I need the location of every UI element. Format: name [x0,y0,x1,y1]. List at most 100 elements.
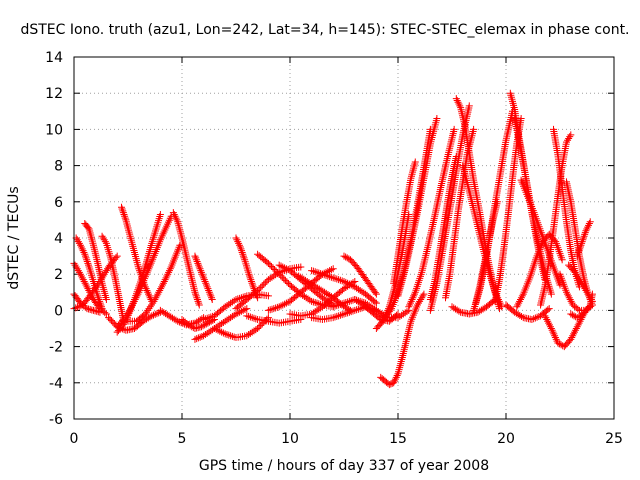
data-point [119,207,127,215]
data-point [572,325,580,332]
data-point [81,279,89,287]
data-point [257,321,265,329]
data-point [74,267,82,275]
data-point [98,232,106,240]
data-point [331,302,339,310]
data-point [450,125,458,133]
data-point [97,303,105,311]
data-point [94,292,102,300]
data-point [351,296,359,304]
data-point [153,292,161,300]
data-point [212,325,220,333]
data-point [569,332,577,340]
data-point [566,296,574,304]
x-tick-label: 5 [178,431,187,447]
data-point [223,316,231,324]
data-point [202,281,210,289]
data-point [517,294,525,302]
data-point [194,297,202,305]
data-point [192,292,200,300]
data-point [356,286,364,294]
data-point [165,267,173,275]
data-point [528,315,536,323]
data-point [311,268,319,276]
data-point [218,320,226,328]
data-point [248,328,256,336]
data-point [79,247,87,255]
data-point [570,330,578,338]
data-point [407,297,415,305]
data-point [101,238,109,246]
data-point [100,236,108,244]
data-point [77,272,85,280]
data-point [342,299,350,307]
data-point [197,268,205,276]
data-point [575,276,583,284]
data-point [362,299,370,307]
data-point [555,340,563,348]
data-point [582,286,590,294]
data-point [313,268,321,276]
data-point [145,290,153,298]
data-point [95,279,103,287]
data-point [410,290,418,298]
data-point [275,261,283,269]
data-point [194,334,202,342]
data-point [551,332,559,340]
data-point [264,292,272,300]
data-point [470,125,478,133]
data-point [202,279,210,287]
data-point [547,325,555,332]
data-point [278,273,286,281]
data-point [577,241,585,249]
data-point [245,331,253,339]
data-point [342,309,350,317]
data-point [313,299,321,307]
data-point [149,311,157,319]
data-point [96,299,104,307]
data-point [573,323,581,331]
data-point [324,272,332,280]
data-point [195,299,203,307]
data-point [392,373,400,381]
y-tick-label: 10 [45,122,63,138]
data-point [333,312,341,320]
data-point [579,236,587,244]
data-point [255,285,263,293]
data-point [100,270,108,278]
data-point [266,306,274,314]
data-point [201,321,209,329]
data-point [515,299,523,307]
data-point [78,245,86,253]
data-point [547,290,555,298]
data-point [94,294,102,302]
data-point [75,239,83,247]
data-point [151,310,159,318]
data-point [216,327,224,335]
data-point [107,317,115,325]
data-point [543,315,551,323]
data-point [533,313,541,321]
data-point [391,377,399,385]
data-point [326,267,334,275]
data-point [279,301,287,309]
data-point [160,277,168,285]
data-point [93,281,101,289]
data-point [317,270,325,278]
data-point [320,295,328,303]
data-point [313,306,321,314]
data-point [225,300,233,308]
data-point [73,303,81,311]
data-point [342,253,350,261]
data-point [225,331,233,339]
data-point [143,308,151,316]
data-point [390,379,398,387]
data-point [579,281,587,289]
data-point [169,209,177,217]
data-point [247,277,255,285]
data-point [246,329,254,337]
data-point [344,279,352,287]
y-tick-label: -2 [49,340,63,356]
data-point [353,296,361,304]
data-point [143,286,151,294]
